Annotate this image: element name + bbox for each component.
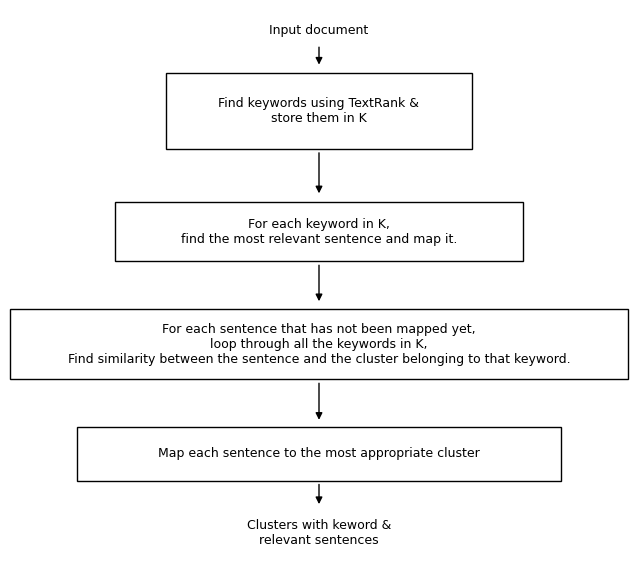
- Text: For each keyword in K,
find the most relevant sentence and map it.: For each keyword in K, find the most rel…: [181, 218, 457, 246]
- FancyBboxPatch shape: [10, 309, 628, 379]
- Text: Clusters with keword &
relevant sentences: Clusters with keword & relevant sentence…: [247, 519, 391, 547]
- FancyBboxPatch shape: [115, 202, 523, 261]
- Text: Find keywords using TextRank &
store them in K: Find keywords using TextRank & store the…: [218, 97, 420, 125]
- Text: For each sentence that has not been mapped yet,
loop through all the keywords in: For each sentence that has not been mapp…: [68, 323, 570, 366]
- FancyBboxPatch shape: [166, 73, 472, 149]
- Text: Input document: Input document: [269, 24, 369, 38]
- Text: Map each sentence to the most appropriate cluster: Map each sentence to the most appropriat…: [158, 447, 480, 460]
- FancyBboxPatch shape: [77, 427, 561, 481]
